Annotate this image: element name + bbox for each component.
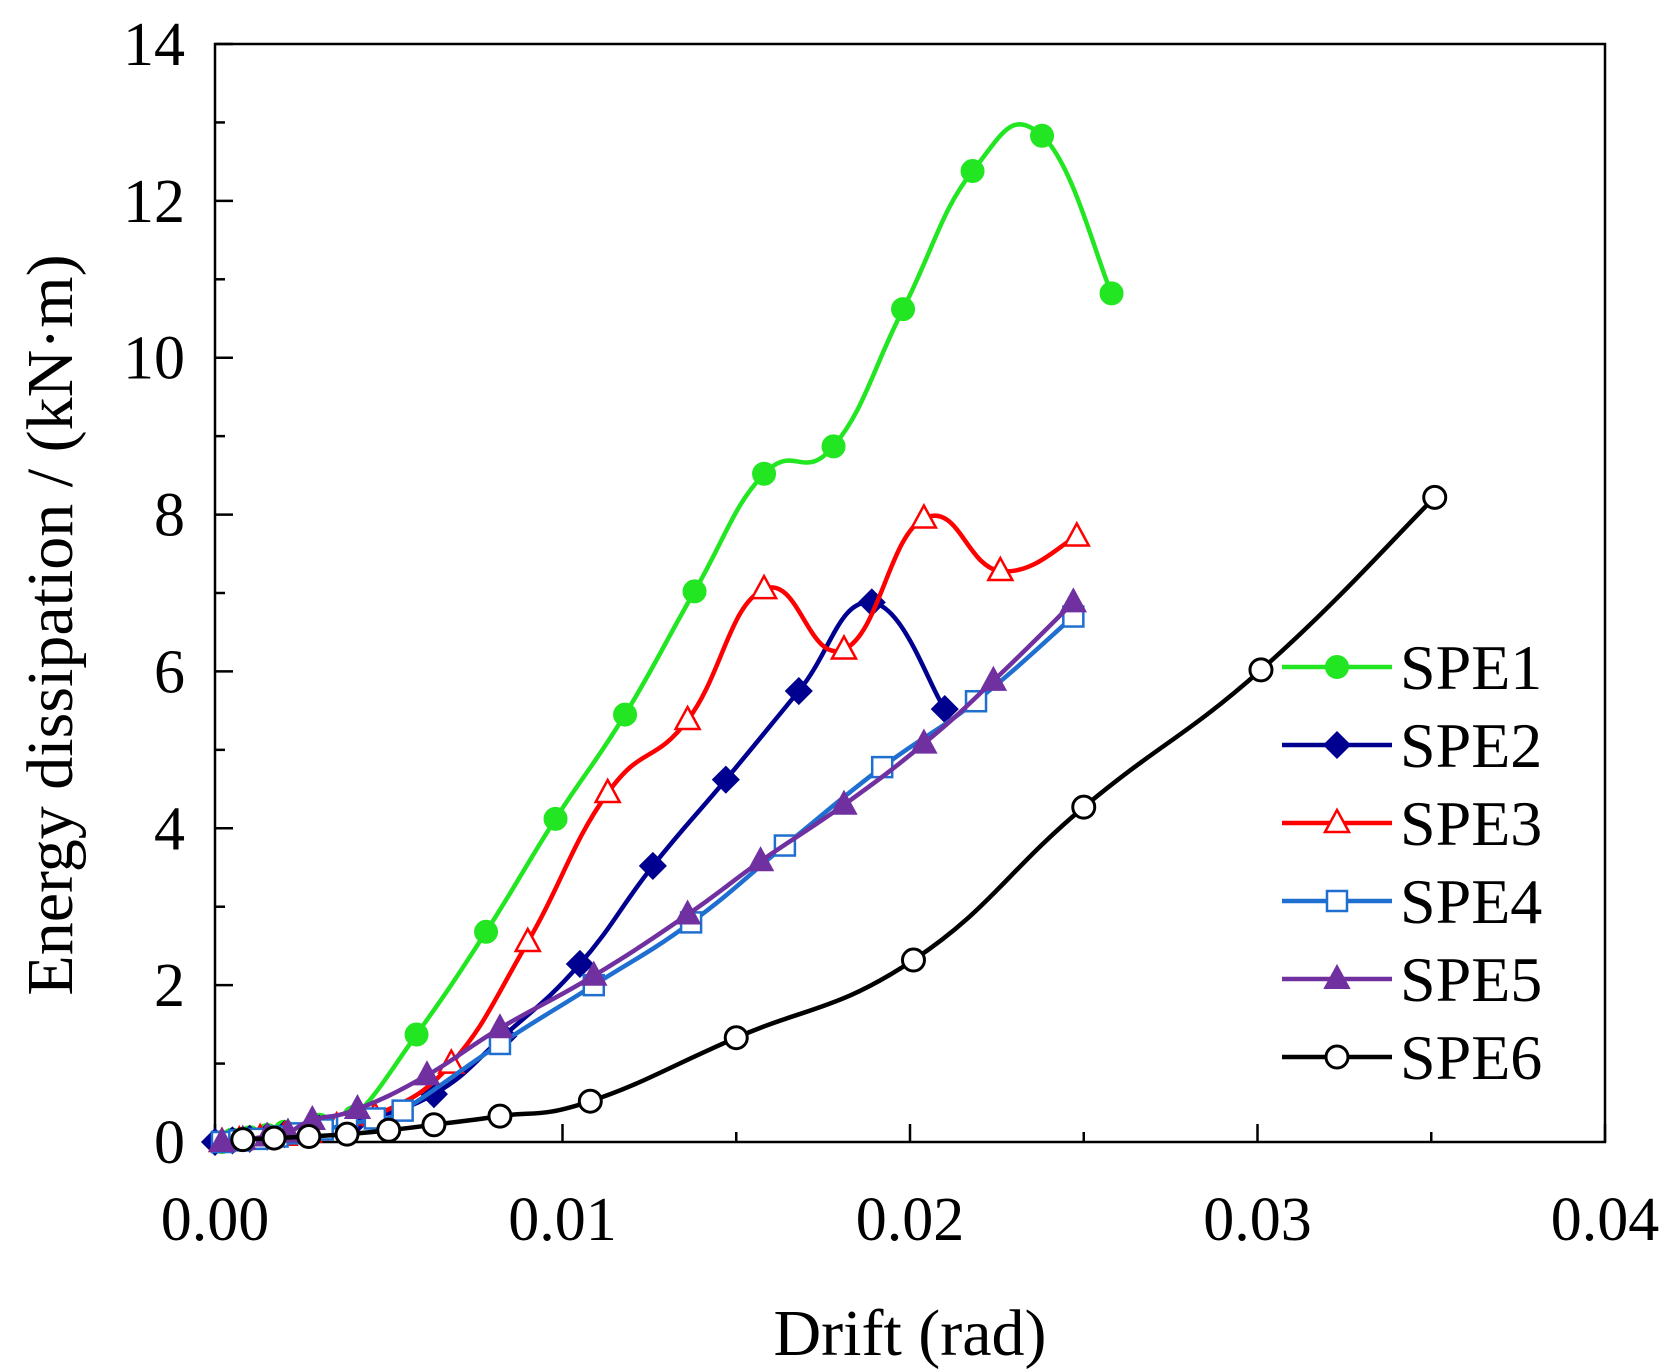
data-point-spe1 [821, 434, 846, 459]
data-point-spe6 [723, 1025, 749, 1051]
data-point-spe6 [376, 1117, 402, 1143]
data-point-spe1 [752, 461, 777, 486]
data-point-spe3 [749, 573, 779, 600]
legend-label: SPE6 [1400, 1022, 1542, 1093]
legend-item-spe3: SPE3 [1282, 788, 1542, 859]
data-point-spe3 [909, 502, 939, 529]
y-tick-label: 12 [123, 168, 185, 236]
y-tick-label: 14 [123, 11, 185, 79]
data-point-spe5 [673, 899, 702, 925]
legend-swatch-marker [1323, 963, 1351, 989]
data-point-spe1 [543, 806, 568, 831]
legend-label: SPE3 [1400, 788, 1542, 859]
series-line-spe2 [212, 600, 948, 1145]
data-point-spe5 [979, 665, 1008, 691]
x-tick-label: 0.03 [1203, 1186, 1312, 1254]
data-point-spe1 [1030, 123, 1055, 148]
y-axis-title: Energy dissipation / (kN·m) [14, 254, 87, 995]
data-point-spe5 [486, 1013, 514, 1039]
data-point-spe4 [391, 1099, 414, 1122]
data-point-spe6 [230, 1127, 256, 1153]
y-tick-label: 6 [154, 638, 185, 706]
y-tick-label: 8 [154, 482, 185, 550]
legend-item-spe6: SPE6 [1282, 1022, 1542, 1093]
series-spe6 [230, 484, 1448, 1153]
data-point-spe6 [577, 1088, 603, 1114]
series-spe1 [209, 122, 1124, 1154]
data-point-spe1 [613, 702, 638, 727]
data-point-spe3 [513, 926, 542, 953]
data-point-spe2 [711, 765, 740, 794]
data-point-spe6 [1071, 794, 1097, 820]
data-point-spe1 [682, 579, 707, 604]
data-point-spe2 [784, 676, 813, 706]
legend-item-spe1: SPE1 [1282, 632, 1542, 703]
legend-label: SPE2 [1400, 710, 1542, 781]
data-point-spe1 [474, 919, 499, 944]
x-tick-label: 0.01 [508, 1186, 617, 1254]
series-spe3 [207, 502, 1091, 1153]
tick-labels: 0.00 0.01 0.02 0.03 0.04 0 2 4 6 8 10 12 14 [123, 11, 1659, 1254]
x-tick-label: 0.02 [856, 1186, 965, 1254]
legend-swatch-marker [1322, 807, 1352, 834]
data-point-spe2 [565, 949, 594, 979]
x-axis-title: Drift (rad) [773, 1297, 1046, 1370]
data-point-spe5 [208, 1126, 236, 1152]
data-point-spe6 [296, 1124, 322, 1150]
data-point-spe1 [1099, 281, 1124, 306]
data-point-spe6 [1248, 657, 1274, 683]
axis-ticks [213, 42, 1607, 1144]
y-tick-label: 2 [154, 952, 185, 1020]
series-spe2 [200, 588, 959, 1157]
series-spe4 [210, 605, 1085, 1154]
legend-item-spe2: SPE2 [1282, 710, 1542, 781]
y-tick-label: 10 [123, 325, 185, 393]
series-line-spe1 [219, 122, 1114, 1145]
data-point-spe3 [829, 633, 859, 660]
data-point-spe6 [421, 1112, 447, 1138]
x-tick-label: 0.04 [1551, 1186, 1660, 1254]
data-point-spe1 [891, 297, 916, 322]
y-tick-label: 0 [154, 1109, 185, 1177]
data-point-spe6 [900, 947, 926, 973]
data-point-spe5 [580, 960, 608, 986]
data-point-spe3 [986, 555, 1015, 582]
data-point-spe5 [413, 1060, 441, 1086]
legend-label: SPE5 [1400, 944, 1542, 1015]
data-point-spe5 [830, 789, 858, 815]
legend-item-spe5: SPE5 [1282, 944, 1542, 1015]
legend-label: SPE4 [1400, 866, 1542, 937]
y-tick-label: 4 [154, 795, 185, 863]
data-point-spe3 [1062, 520, 1091, 547]
legend-swatch-marker [1322, 730, 1352, 760]
data-point-spe6 [1422, 484, 1448, 510]
series-line-spe4 [219, 614, 1076, 1145]
data-point-spe3 [673, 704, 702, 731]
x-tick-label: 0.00 [161, 1186, 270, 1254]
data-point-spe5 [910, 728, 938, 754]
data-point-spe5 [746, 846, 775, 872]
plot-frame [213, 42, 1607, 1144]
data-point-spe6 [334, 1121, 360, 1147]
data-point-spe5 [1059, 587, 1088, 613]
legend-swatch-marker [1325, 889, 1349, 913]
data-point-spe2 [638, 851, 667, 880]
legend-label: SPE1 [1400, 632, 1542, 703]
data-point-spe1 [960, 159, 985, 184]
data-point-spe6 [487, 1103, 513, 1129]
data-point-spe1 [404, 1022, 429, 1047]
legend-swatch-marker [1325, 655, 1349, 679]
series-layer [200, 122, 1448, 1157]
series-line-spe6 [240, 495, 1437, 1142]
legend-swatch-marker [1324, 1044, 1350, 1070]
data-point-spe4 [964, 689, 988, 713]
data-point-spe6 [261, 1125, 287, 1151]
series-line-spe3 [219, 513, 1080, 1145]
data-point-spe3 [593, 777, 622, 804]
legend-item-spe4: SPE4 [1282, 866, 1542, 937]
data-point-spe5 [343, 1093, 372, 1120]
